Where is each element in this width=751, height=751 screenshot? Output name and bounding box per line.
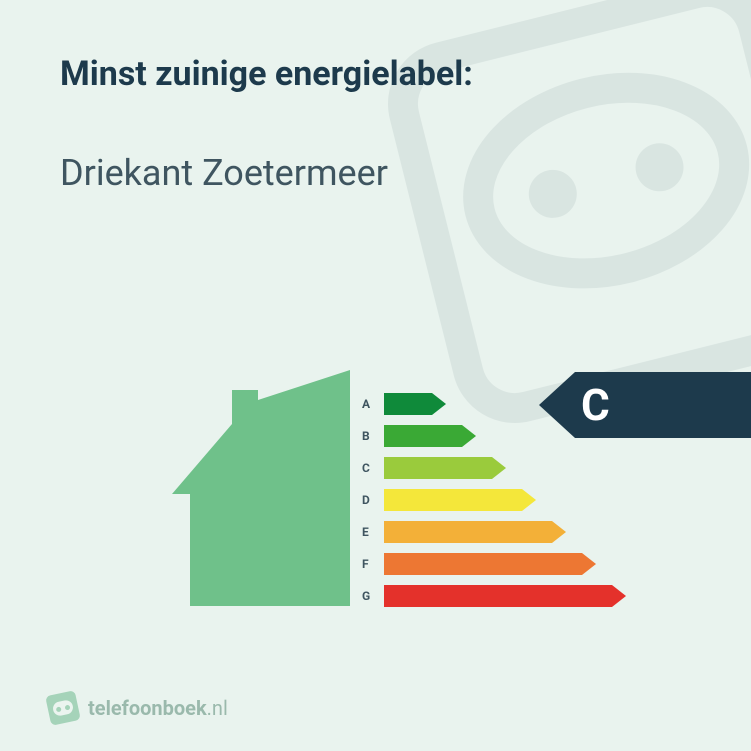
footer-brand-thin: .nl	[207, 696, 228, 720]
energy-bar-row: C	[362, 454, 682, 482]
energy-bar-letter: B	[362, 429, 378, 443]
energy-bar-arrow	[384, 585, 626, 607]
energy-bar-letter: F	[362, 557, 378, 571]
house-icon	[172, 370, 352, 606]
card-title: Minst zuinige energielabel:	[60, 54, 473, 94]
rating-arrow-body: C	[575, 372, 751, 438]
info-card: Minst zuinige energielabel: Driekant Zoe…	[0, 0, 751, 751]
energy-label-graphic: A B C D E F G	[172, 370, 592, 630]
energy-bar-row: D	[362, 486, 682, 514]
energy-bar-row: E	[362, 518, 682, 546]
footer-brand-bold: telefoonboek	[88, 696, 207, 720]
energy-bar-letter: E	[362, 525, 378, 539]
energy-bar-row: F	[362, 550, 682, 578]
energy-bar-arrow	[384, 553, 596, 575]
energy-bar-arrow	[384, 489, 536, 511]
card-subtitle: Driekant Zoetermeer	[60, 152, 388, 194]
footer-logo-icon	[45, 690, 81, 726]
energy-bar-letter: G	[362, 589, 378, 603]
energy-bar-letter: C	[362, 461, 378, 475]
rating-arrow-tip	[539, 372, 575, 438]
rating-letter: C	[581, 379, 610, 431]
footer: telefoonboek.nl	[48, 693, 228, 723]
energy-bar-arrow	[384, 521, 566, 543]
energy-bar-letter: D	[362, 493, 378, 507]
energy-bar-arrow	[384, 393, 446, 415]
energy-bar-arrow	[384, 425, 476, 447]
energy-bar-arrow	[384, 457, 506, 479]
rating-indicator: C	[539, 372, 751, 438]
footer-brand: telefoonboek.nl	[88, 696, 228, 720]
energy-bar-letter: A	[362, 397, 378, 411]
energy-bar-row: G	[362, 582, 682, 610]
